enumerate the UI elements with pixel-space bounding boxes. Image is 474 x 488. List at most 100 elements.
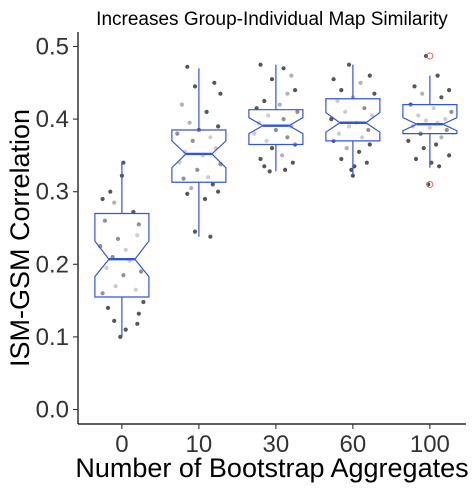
data-point [105, 305, 111, 310]
data-point [135, 321, 140, 326]
data-point [112, 318, 117, 323]
data-point [136, 222, 141, 227]
data-point [281, 117, 286, 122]
y-axis-label: ISM-GSM Correlation [5, 109, 35, 367]
data-point [192, 229, 198, 234]
data-point [372, 91, 377, 96]
x-tick-label: 60 [340, 431, 367, 458]
data-point [100, 291, 105, 296]
data-point [185, 191, 190, 196]
data-point [189, 186, 194, 191]
data-point [449, 109, 454, 114]
data-point [266, 113, 271, 118]
data-point [115, 236, 121, 241]
data-point [192, 84, 198, 89]
data-point [179, 102, 184, 107]
data-point [269, 77, 275, 82]
data-point [290, 160, 295, 165]
data-point [102, 218, 107, 223]
data-point [437, 164, 442, 169]
data-point [283, 167, 288, 172]
data-point [190, 138, 195, 143]
data-point [335, 98, 340, 104]
data-point [195, 167, 200, 172]
data-point [112, 200, 117, 205]
x-tick-label: 10 [186, 431, 213, 458]
box-0 [94, 212, 150, 298]
data-point [423, 118, 429, 123]
box-30 [248, 109, 304, 146]
data-point [185, 64, 190, 69]
data-point [139, 269, 144, 274]
data-point [187, 120, 192, 125]
data-point [100, 196, 105, 202]
data-point [135, 233, 140, 238]
data-point [331, 77, 336, 82]
data-point [204, 109, 209, 114]
data-point [136, 311, 141, 316]
data-point [412, 84, 417, 89]
data-point [281, 66, 286, 71]
data-point [218, 91, 223, 96]
x-tick-label: 30 [263, 431, 290, 458]
data-point [258, 156, 263, 162]
data-point [277, 102, 282, 107]
data-point [346, 62, 352, 67]
data-point [133, 287, 138, 292]
y-tick-label: 0.3 [36, 179, 69, 206]
data-point [329, 117, 334, 122]
data-point [141, 299, 146, 305]
x-axis-label: Number of Bootstrap Aggregates [75, 453, 468, 483]
data-point [339, 156, 344, 162]
data-point [447, 88, 452, 93]
data-point [413, 156, 419, 162]
y-tick-label: 0.0 [36, 396, 69, 423]
data-point [264, 138, 269, 143]
data-point [285, 135, 290, 140]
data-point [289, 73, 294, 78]
data-point [295, 109, 300, 114]
data-point [181, 176, 186, 181]
data-point [444, 127, 449, 133]
box-10 [171, 129, 227, 183]
data-point [208, 135, 213, 140]
data-point [123, 247, 128, 252]
data-point [439, 95, 444, 100]
box-100 [402, 103, 458, 135]
data-point [367, 142, 372, 147]
y-tick-label: 0.1 [36, 324, 69, 351]
data-point [336, 131, 342, 136]
data-point [262, 98, 267, 104]
data-point [364, 160, 369, 165]
data-point [358, 80, 363, 85]
x-tick-label: 0 [115, 431, 128, 458]
data-point [175, 131, 180, 136]
data-point [123, 327, 128, 332]
data-point [216, 189, 221, 194]
outlier-point [426, 52, 434, 60]
data-point [269, 146, 275, 151]
data-point [420, 91, 425, 96]
data-point [427, 125, 432, 130]
y-tick-label: 0.5 [36, 34, 69, 61]
data-point [258, 62, 263, 67]
data-point [344, 146, 349, 151]
data-point [285, 91, 290, 96]
y-tick-label: 0.2 [36, 251, 69, 278]
data-point [280, 153, 285, 158]
data-point [208, 234, 213, 239]
plot-area [94, 52, 458, 339]
data-point [434, 142, 439, 147]
data-point [421, 146, 426, 151]
data-point [416, 113, 421, 118]
data-point [435, 73, 440, 78]
box-60 [325, 98, 381, 142]
outlier-point [426, 180, 434, 188]
x-tick-label: 100 [410, 431, 450, 458]
data-point [447, 153, 452, 158]
data-point [443, 117, 448, 122]
axes: 0.0 0.1 0.2 0.3 0.4 0.5 0 10 30 60 100 [36, 32, 466, 458]
data-point [273, 127, 278, 133]
data-point [252, 131, 257, 136]
